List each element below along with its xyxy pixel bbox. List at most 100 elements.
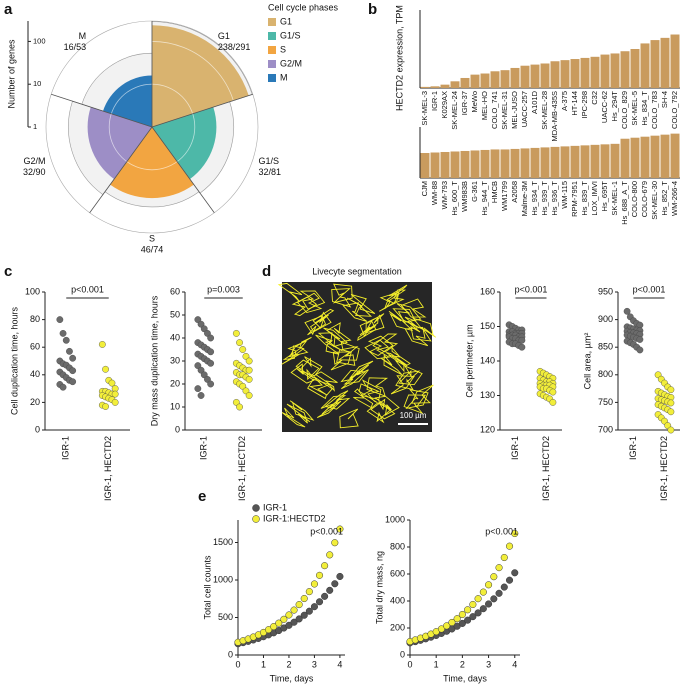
bar (470, 74, 480, 88)
point (270, 623, 278, 631)
point (518, 343, 526, 351)
point (464, 606, 472, 614)
point (194, 316, 202, 323)
point (511, 569, 519, 577)
bar (590, 56, 600, 88)
point (464, 616, 472, 624)
panel-letter: c (4, 263, 12, 280)
bar (520, 148, 530, 178)
annotation: p<0.001 (515, 284, 548, 294)
x-tick-label: IGR-1, HECTD2 (237, 436, 247, 501)
category-label: S (149, 233, 155, 243)
point (239, 346, 247, 353)
cell-outline (358, 383, 381, 403)
bar (560, 146, 570, 178)
cell-outline (286, 403, 311, 424)
point (437, 625, 445, 633)
bar (600, 144, 610, 178)
x-tick-label: 0 (407, 659, 412, 669)
cell-outline (342, 302, 368, 322)
x-tick-label: C32 (590, 91, 599, 105)
cell-outline (395, 370, 421, 391)
cell-outline (339, 408, 359, 429)
cell-outline (298, 356, 323, 377)
value-label: 32/90 (23, 167, 46, 177)
point (207, 348, 215, 356)
point (69, 367, 77, 375)
point (295, 601, 303, 609)
annotation: p=0.003 (207, 284, 240, 294)
legend-title: Cell cycle phases (268, 2, 339, 12)
bar (430, 152, 440, 178)
x-tick-label: IGR-1, HECTD2 (659, 436, 669, 501)
x-tick-label: 3 (312, 659, 317, 669)
x-tick-label: Hs_852_T (660, 181, 669, 216)
cell-outline (365, 313, 385, 334)
bar (620, 138, 630, 178)
value-label: 16/53 (64, 42, 87, 52)
cell-outline (353, 388, 374, 409)
cell-outline (291, 296, 318, 317)
y-tick-label: 850 (598, 342, 613, 352)
y-axis-label: HECTD2 expression, TPM (394, 5, 404, 111)
bar (660, 37, 670, 88)
point (321, 592, 329, 600)
cell-outline (282, 340, 307, 361)
bar (430, 86, 440, 88)
cell-outline (323, 327, 348, 348)
y-tick-label: 800 (390, 541, 405, 551)
point (265, 626, 273, 634)
point (102, 403, 109, 410)
point (285, 621, 293, 629)
point (549, 388, 557, 396)
point (310, 603, 318, 611)
bar (670, 133, 680, 178)
x-tick-label: COLO_829 (620, 91, 629, 129)
image-title: Livecyte segmentation (312, 266, 402, 276)
segmentation-outlines (277, 282, 437, 429)
point (280, 615, 288, 623)
point (207, 359, 215, 367)
wedge (152, 107, 217, 180)
point (636, 336, 644, 343)
cell-outline (411, 384, 434, 404)
point (443, 622, 451, 630)
annotation: p<0.001 (71, 284, 104, 294)
point (623, 307, 631, 315)
cell-outline (331, 288, 352, 308)
point (485, 600, 493, 608)
wedge (102, 75, 152, 127)
cell-outline (360, 379, 382, 401)
y-tick-label: 800 (598, 369, 613, 379)
cell-outline (340, 369, 367, 390)
legend-label: G2/M (280, 58, 302, 68)
y-axis-label: Cell perimeter, µm (464, 324, 474, 397)
point (300, 594, 308, 603)
point (305, 588, 313, 596)
x-tick-label: COLO-679 (640, 181, 649, 217)
bar (440, 84, 450, 88)
cell-outline (372, 333, 399, 353)
cell-outline (296, 292, 323, 314)
y-tick-label: 160 (480, 286, 495, 296)
value-label: 46/74 (141, 244, 164, 254)
x-tick-label: Hs_934_T (530, 181, 539, 216)
bar (580, 145, 590, 178)
bar (420, 153, 430, 178)
y-tick-label: 100 (25, 286, 40, 296)
y-axis-label: Cell area, µm² (582, 333, 592, 390)
cell-outline (324, 390, 351, 410)
bar (550, 146, 560, 178)
point (490, 573, 498, 581)
x-tick-label: 4 (337, 659, 342, 669)
x-tick-label: MDA-MB-435S (550, 91, 559, 141)
bar (440, 151, 450, 178)
point (236, 403, 243, 411)
x-tick-label: UACC-62 (600, 91, 609, 123)
y-axis-label: Total cell counts (202, 555, 212, 620)
y-tick-label: 60 (170, 286, 180, 296)
y-tick-label: 500 (218, 612, 233, 622)
bar (590, 144, 600, 178)
x-tick-label: Hs_944_T (480, 181, 489, 216)
cell-outline (403, 394, 427, 414)
